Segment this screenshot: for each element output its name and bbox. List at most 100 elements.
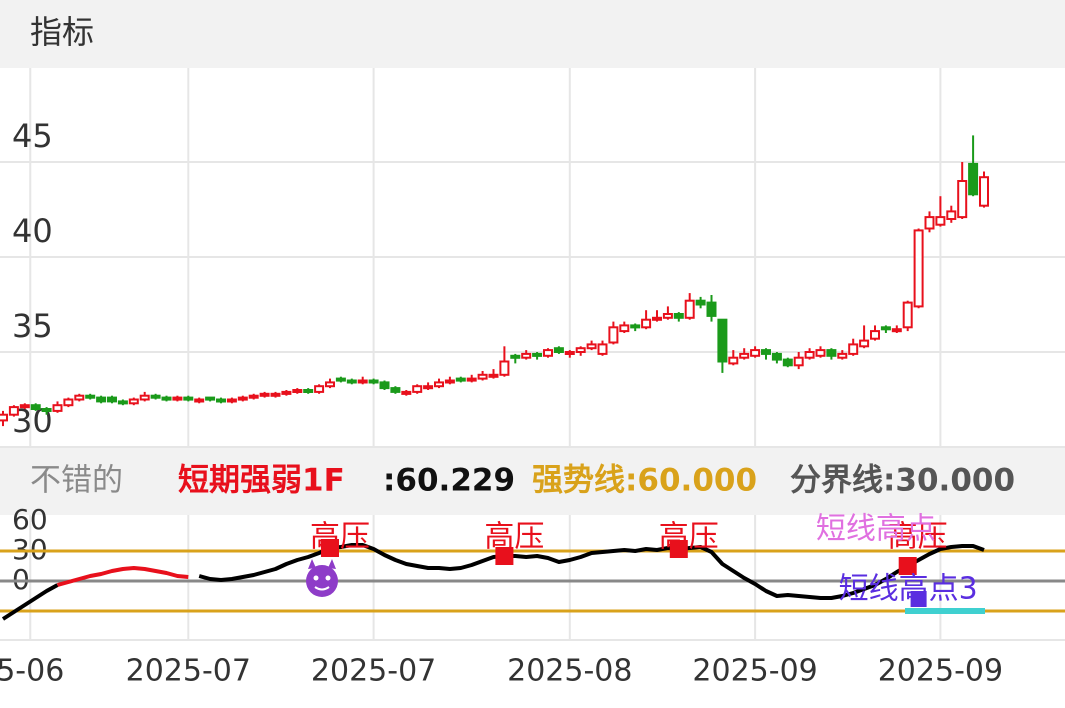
y-tick-label: 35 [12, 307, 53, 345]
candle-body [728, 356, 739, 365]
candle-body [455, 377, 466, 382]
candle-body [859, 339, 870, 348]
x-tick-label: 5-06 [0, 654, 64, 689]
signal-marker [495, 547, 514, 565]
candle-body [619, 324, 630, 333]
candle-body [314, 385, 325, 393]
candle-body [0, 413, 8, 422]
header-bar [0, 0, 1065, 68]
candle-body [412, 385, 423, 393]
candle-body [957, 180, 968, 219]
candle-body [695, 299, 706, 306]
candle-body [172, 396, 183, 401]
candle-body [401, 390, 412, 395]
candle-body [521, 352, 532, 359]
candle-body [270, 392, 281, 397]
candle-body [662, 313, 673, 319]
candle-body [924, 216, 935, 230]
candle-body [826, 349, 837, 357]
candle-body [880, 326, 891, 331]
candle-body [281, 390, 292, 395]
signal-label: 高压 [659, 520, 719, 555]
candle-body [379, 381, 390, 390]
plot: 5-06 2025-07 2025-07 2025-08 2025-09 2025-09 3… [0, 68, 1065, 689]
candle-body [793, 356, 804, 367]
candle-body [815, 349, 826, 357]
candle-body [946, 210, 957, 220]
candle-body [226, 398, 237, 403]
candle-body [532, 352, 543, 357]
candle-body [85, 394, 96, 399]
candle-body [630, 324, 641, 329]
candle-body [346, 379, 357, 384]
candle-body [434, 381, 444, 388]
indicator-header-text: :60.229 [383, 463, 515, 499]
signal-label: 高压 [484, 520, 544, 555]
indicator-header-text: 不错的 [30, 463, 123, 499]
candle-body [444, 379, 455, 384]
candle-body [564, 351, 575, 355]
candle-body [750, 349, 761, 357]
signal-marker [898, 557, 917, 575]
candle-body [74, 394, 85, 401]
candle-body [935, 216, 946, 226]
candle-body [390, 387, 401, 393]
signal-marker [910, 591, 927, 607]
candle-body [782, 358, 793, 367]
candle-body [488, 373, 499, 378]
candle-body [303, 389, 314, 393]
candle-body [553, 347, 564, 354]
candle-body [248, 394, 259, 399]
candle-body [161, 396, 172, 401]
candle-body [673, 313, 684, 319]
signal-label: 高压 [310, 520, 370, 555]
candle-body [183, 396, 194, 401]
candle-body [902, 301, 913, 329]
x-tick-label: 2025-09 [692, 654, 817, 689]
indicator-header-text: 分界线:30.000 [790, 463, 1015, 499]
candle-body [968, 162, 979, 196]
candle-body [913, 229, 924, 308]
candle-body [368, 379, 379, 384]
candle-body [423, 385, 434, 390]
candle-body [8, 406, 19, 416]
candle-body [870, 330, 880, 340]
candle-body [891, 328, 902, 333]
candle-body [335, 377, 346, 382]
indicator-header-text: 短期强弱1F [178, 463, 345, 499]
candle-body [477, 373, 488, 380]
candle-body [139, 394, 150, 401]
y-tick-label: 45 [12, 117, 53, 155]
candle-body [761, 349, 771, 355]
x-tick-label: 2025-08 [507, 654, 632, 689]
candle-body [804, 351, 815, 359]
candle-body [706, 301, 717, 317]
candle-body [63, 398, 74, 407]
candle-body [19, 404, 30, 409]
indicator-line [56, 566, 189, 587]
candle-body [575, 347, 586, 354]
candle-body [608, 326, 619, 344]
candle-body [499, 360, 510, 376]
candle-body [194, 398, 205, 403]
candle-body [543, 349, 553, 357]
candle-body [259, 392, 270, 397]
candle-body [641, 318, 652, 329]
candle-body [150, 394, 161, 399]
cyan-bar [905, 608, 985, 614]
candle-body [510, 354, 521, 359]
x-tick-label: 2025-09 [878, 654, 1003, 689]
indicator-header-text: 强势线:60.000 [532, 463, 757, 499]
signal-label: 高压 [888, 520, 948, 555]
signal-marker [669, 540, 688, 558]
candle-body [292, 389, 303, 393]
y-tick-label: 40 [12, 212, 53, 250]
indicator-y-tick-label: 60 [12, 503, 48, 536]
indicator-line [1, 583, 59, 621]
candle-body [837, 352, 848, 359]
candle-body [128, 398, 139, 405]
candle-body [216, 398, 226, 403]
x-tick-label: 2025-07 [311, 654, 436, 689]
